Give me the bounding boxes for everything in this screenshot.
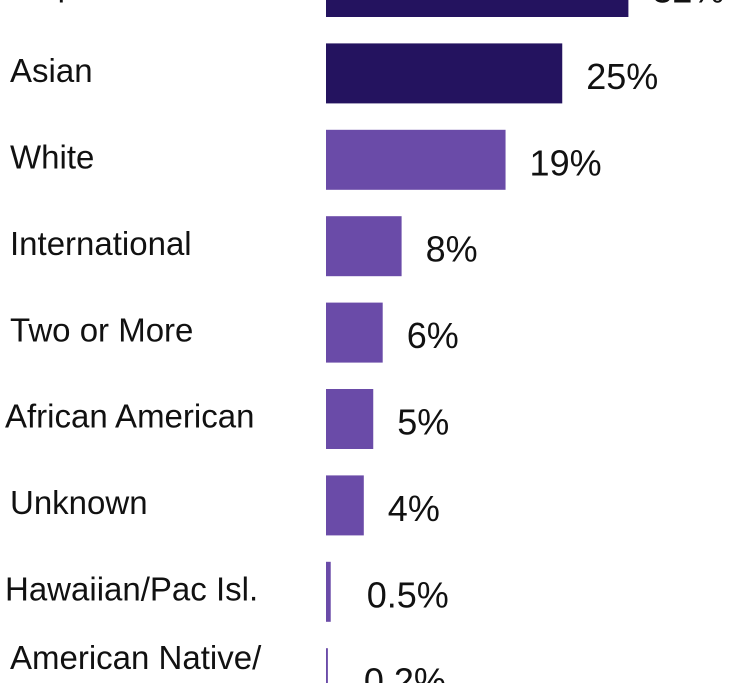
value-label: 19% xyxy=(530,142,602,183)
category-label: White xyxy=(10,139,94,176)
bar xyxy=(326,43,563,104)
value-label: 32% xyxy=(652,0,724,11)
bar xyxy=(326,302,383,363)
value-label: 0.5% xyxy=(367,574,449,615)
category-label: Asian xyxy=(10,52,93,89)
category-label: Unknown xyxy=(10,484,148,521)
value-label: 25% xyxy=(586,56,658,97)
bar xyxy=(326,561,331,622)
bar xyxy=(326,0,629,17)
value-label: 6% xyxy=(407,315,459,356)
value-label: 8% xyxy=(426,229,478,270)
bar xyxy=(326,389,374,449)
category-label: Two or More xyxy=(10,311,193,348)
bar xyxy=(326,475,364,536)
value-label: 5% xyxy=(397,402,449,443)
bar xyxy=(326,129,506,190)
value-label: 4% xyxy=(388,488,440,529)
bar xyxy=(326,648,328,683)
category-label: International xyxy=(10,225,192,262)
category-label: American Native/ xyxy=(10,639,262,676)
value-label: 0.2% xyxy=(364,661,446,683)
category-label: Hawaiian/Pac Isl. xyxy=(5,571,258,608)
category-label: African American xyxy=(5,398,254,435)
category-label: Hispanic/Latino xyxy=(10,0,236,3)
bar xyxy=(326,216,402,277)
